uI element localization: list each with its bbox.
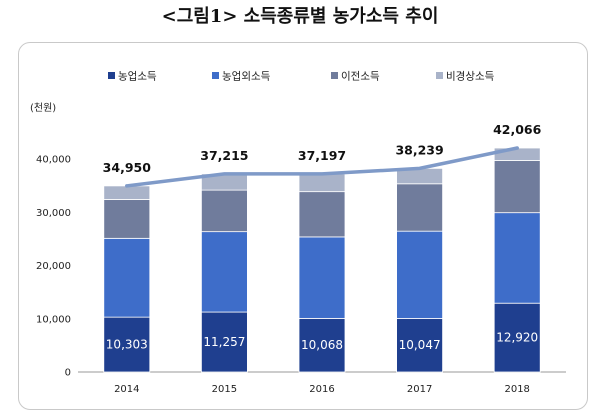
y-tick-label-2: 20,000 [36, 261, 71, 272]
bar-2016-series-3 [298, 191, 346, 238]
bar-2016-series-2 [298, 236, 346, 319]
farm-income-label-2016: 10,068 [301, 338, 343, 352]
x-tick-label-2016: 2016 [309, 384, 334, 395]
bar-2016-series-4 [298, 173, 346, 193]
legend-label-3: 이전소득 [341, 71, 380, 83]
farm-income-label-2014: 10,303 [106, 338, 148, 352]
legend-swatch-4 [436, 72, 443, 79]
total-label-2018: 42,066 [493, 122, 542, 137]
farm-income-label-2017: 10,047 [399, 338, 441, 352]
total-label-2015: 37,215 [200, 148, 248, 163]
total-label-2014: 34,950 [103, 160, 152, 175]
bar-2015-series-1 [200, 311, 248, 373]
x-tick-label-2014: 2014 [114, 384, 139, 395]
bar-2014-series-2 [103, 237, 151, 318]
bar-2017-series-2 [396, 230, 444, 319]
bar-2018-series-2 [493, 212, 541, 304]
bar-2017-series-1 [396, 318, 444, 373]
y-tick-label-0: 0 [65, 368, 71, 379]
bar-2015-series-3 [200, 189, 248, 233]
legend-swatch-1 [108, 72, 115, 79]
legend-swatch-3 [331, 72, 338, 79]
legend-swatch-2 [212, 72, 219, 79]
bar-2014-series-4 [103, 185, 151, 200]
chart-title: <그림1> 소득종류별 농가소득 추이 [161, 6, 439, 27]
legend-label-4: 비경상소득 [446, 70, 495, 83]
x-tick-label-2015: 2015 [212, 384, 237, 395]
x-tick-label-2017: 2017 [407, 384, 432, 395]
total-label-2017: 38,239 [395, 142, 443, 157]
total-trend-line [125, 146, 519, 188]
legend-label-2: 농업외소득 [222, 70, 271, 83]
total-label-2016: 37,197 [298, 148, 346, 163]
y-tick-label-3: 30,000 [36, 208, 71, 219]
bar-2015-series-2 [200, 231, 248, 313]
bar-2016-series-1 [298, 317, 346, 373]
x-tick-label-2018: 2018 [504, 384, 529, 395]
y-tick-label-4: 40,000 [36, 155, 71, 166]
bar-2014-series-1 [103, 316, 151, 373]
bar-2018-series-3 [493, 160, 541, 214]
farm-income-label-2018: 12,920 [496, 331, 538, 345]
y-tick-label-1: 10,000 [36, 314, 71, 325]
y-axis-unit-label: (천원) [30, 102, 56, 114]
bar-2018-series-1 [493, 302, 541, 373]
bar-2017-series-3 [396, 183, 444, 232]
bar-2014-series-3 [103, 199, 151, 239]
legend-label-1: 농업소득 [118, 70, 157, 83]
farm-income-label-2015: 11,257 [203, 335, 245, 349]
